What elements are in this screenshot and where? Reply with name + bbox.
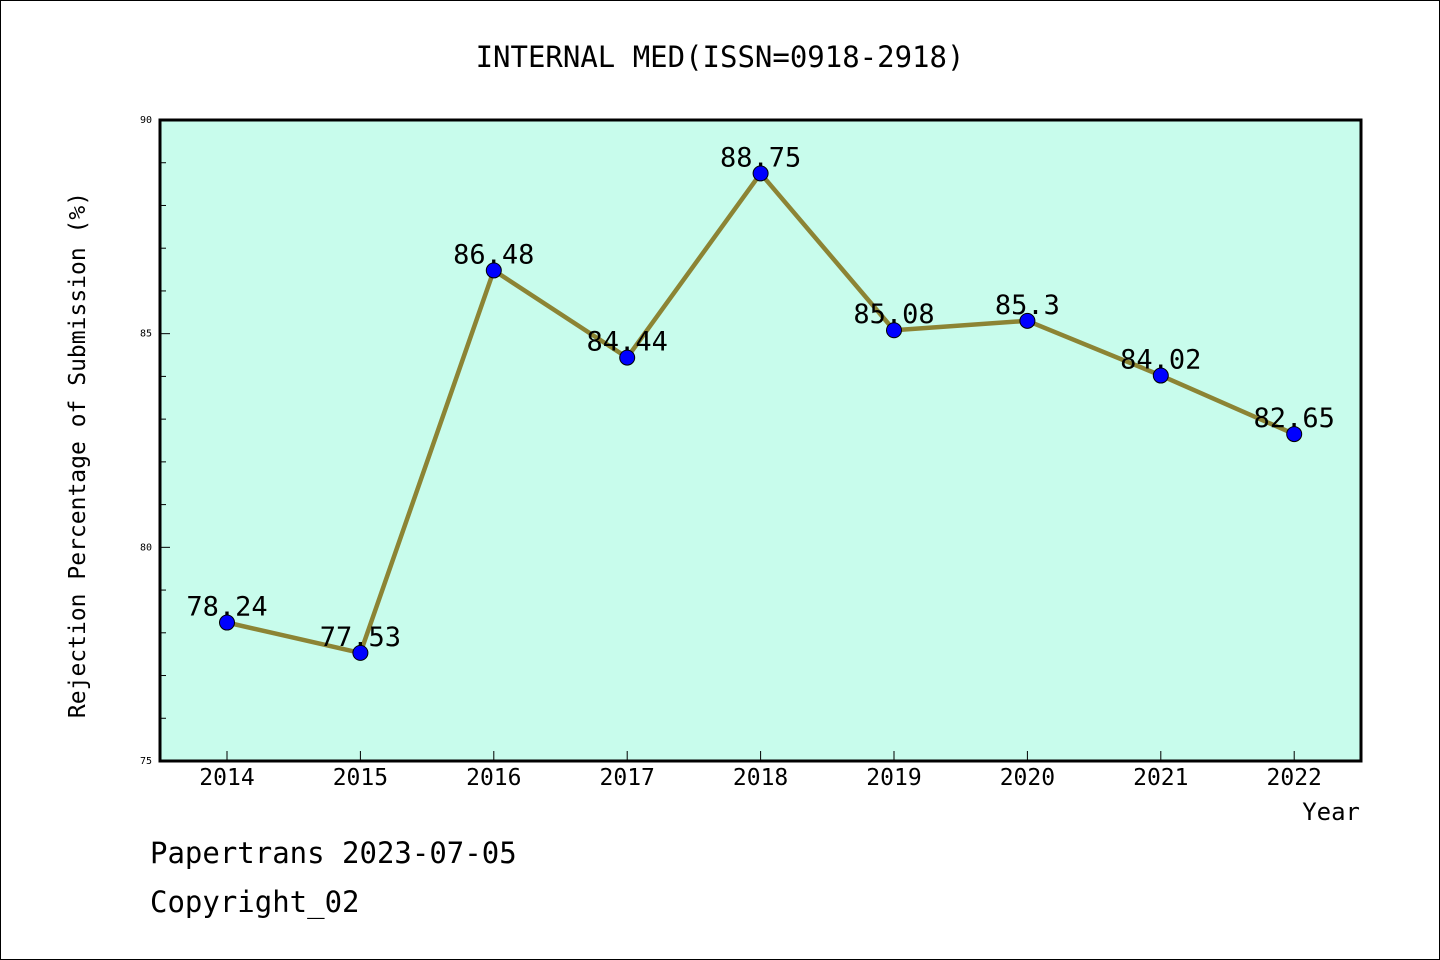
y-tick-label: 75 <box>140 756 152 767</box>
x-tick-label: 2019 <box>866 765 921 791</box>
x-tick-label: 2015 <box>333 765 388 791</box>
data-label: 84.02 <box>1120 345 1201 376</box>
line-chart: INTERNAL MED(ISSN=0918-2918) Rejection P… <box>0 0 1440 960</box>
data-label: 84.44 <box>587 327 668 358</box>
x-axis-label: Year <box>1302 798 1360 826</box>
footer-copyright: Copyright_02 <box>150 885 360 919</box>
data-label: 78.24 <box>186 592 267 623</box>
data-label: 86.48 <box>453 239 534 270</box>
data-label: 88.75 <box>720 142 801 173</box>
y-axis-label: Rejection Percentage of Submission (%) <box>65 192 91 718</box>
y-tick-label: 80 <box>140 542 152 553</box>
x-tick-label: 2017 <box>600 765 655 791</box>
x-tick-label: 2016 <box>466 765 521 791</box>
data-label: 85.3 <box>995 290 1060 321</box>
chart-title: INTERNAL MED(ISSN=0918-2918) <box>476 40 965 74</box>
data-label: 85.08 <box>853 299 934 330</box>
x-tick-label: 2014 <box>199 765 254 791</box>
x-tick-label: 2020 <box>1000 765 1055 791</box>
y-tick-label: 90 <box>140 115 152 126</box>
x-tick-label: 2022 <box>1267 765 1322 791</box>
data-label: 77.53 <box>320 622 401 653</box>
y-tick-label: 85 <box>140 329 152 340</box>
footer-date: Papertrans 2023-07-05 <box>150 836 517 870</box>
x-tick-label: 2018 <box>733 765 788 791</box>
data-label: 82.65 <box>1254 403 1335 434</box>
plot-area <box>160 120 1361 761</box>
x-tick-label: 2021 <box>1133 765 1188 791</box>
